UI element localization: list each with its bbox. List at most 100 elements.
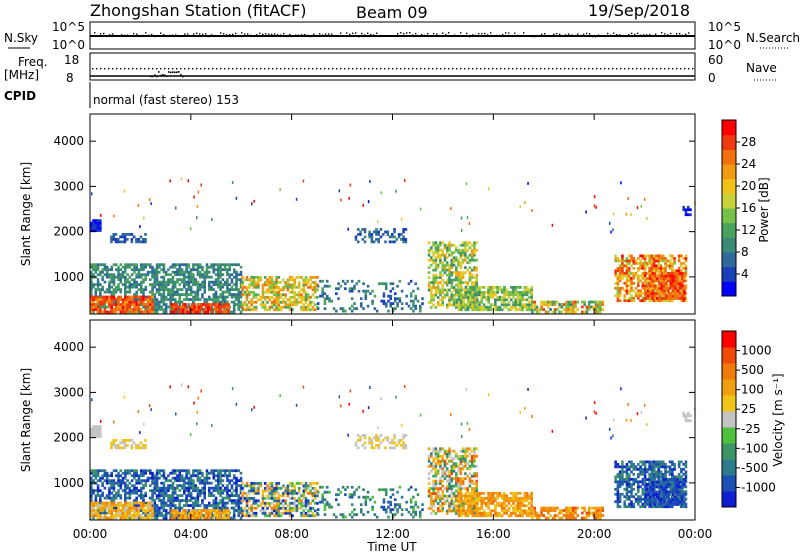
range-cell — [275, 487, 278, 490]
range-cell — [151, 499, 154, 502]
range-cell — [122, 301, 125, 304]
range-cell — [189, 306, 192, 309]
range-cell — [669, 254, 672, 257]
range-cell — [432, 259, 435, 262]
range-cell — [253, 484, 256, 487]
range-cell — [169, 507, 172, 510]
range-cell — [617, 294, 620, 297]
range-cell — [395, 190, 397, 193]
range-cell — [133, 286, 136, 289]
range-cell — [503, 298, 506, 301]
range-cell — [581, 301, 584, 304]
range-cell — [441, 261, 444, 264]
range-cell — [365, 290, 368, 293]
range-cell — [572, 301, 575, 304]
range-cell — [307, 278, 310, 281]
range-cell — [685, 213, 688, 216]
range-cell — [565, 301, 568, 304]
range-cell — [515, 286, 518, 289]
range-cell — [213, 472, 216, 475]
range-cell — [517, 296, 520, 299]
range-cell — [228, 263, 231, 266]
range-cell — [216, 514, 219, 517]
range-cell — [185, 504, 188, 507]
range-cell — [289, 492, 292, 495]
range-cell — [149, 484, 152, 487]
nsearch-point — [385, 36, 386, 37]
nsearch-point — [685, 34, 686, 35]
range-cell — [184, 311, 187, 314]
range-cell — [235, 494, 238, 497]
range-cell — [163, 477, 166, 480]
range-cell — [167, 281, 170, 284]
range-cell — [154, 509, 157, 512]
range-cell — [241, 512, 244, 515]
nave-point — [440, 68, 441, 69]
range-cell — [218, 517, 221, 520]
range-cell — [293, 301, 296, 304]
range-cell — [679, 280, 682, 283]
range-cell — [492, 291, 495, 294]
beam-label: Beam 09 — [356, 3, 428, 22]
range-cell — [623, 289, 626, 292]
range-cell — [439, 276, 442, 279]
range-cell — [362, 282, 365, 285]
range-cell — [480, 286, 483, 289]
range-cell — [173, 311, 176, 314]
range-cell — [135, 276, 138, 279]
range-cell — [197, 504, 200, 507]
nsearch-point — [460, 32, 461, 33]
range-cell — [217, 469, 220, 472]
range-cell — [257, 276, 260, 279]
range-cell — [298, 487, 301, 490]
range-cell — [453, 264, 456, 267]
range-cell — [682, 262, 685, 265]
range-cell — [140, 273, 143, 276]
range-cell — [305, 489, 308, 492]
range-cell — [387, 300, 390, 303]
range-cell — [124, 238, 127, 241]
range-cell — [296, 286, 299, 289]
range-cell — [241, 509, 244, 512]
range-cell — [174, 504, 177, 507]
range-cell — [531, 301, 534, 304]
range-cell — [214, 308, 217, 311]
nave-point — [140, 68, 141, 69]
range-cell — [156, 266, 159, 269]
range-cell — [192, 273, 195, 276]
range-cell — [458, 308, 461, 311]
range-cell — [163, 281, 166, 284]
nsearch-point — [340, 32, 341, 33]
range-cell — [124, 472, 127, 475]
range-cell — [99, 494, 102, 497]
range-cell — [217, 472, 220, 475]
range-cell — [312, 293, 315, 296]
range-cell — [106, 311, 109, 314]
range-cell — [222, 497, 225, 500]
range-cell — [380, 228, 383, 231]
range-cell — [361, 238, 364, 241]
range-cell — [271, 291, 274, 294]
range-cell — [460, 293, 463, 296]
range-cell — [298, 499, 301, 502]
range-cell — [300, 301, 303, 304]
range-cell — [289, 482, 292, 485]
range-cell — [199, 266, 202, 269]
range-cell — [129, 281, 132, 284]
range-cell — [163, 308, 166, 311]
range-cell — [101, 494, 104, 497]
range-cell — [207, 517, 210, 520]
range-cell — [222, 283, 225, 286]
range-cell — [490, 303, 493, 306]
range-cell — [172, 271, 175, 274]
range-cell — [160, 281, 163, 284]
range-cell — [149, 298, 152, 301]
range-cell — [365, 292, 368, 295]
range-cell — [307, 487, 310, 490]
range-cell — [160, 487, 163, 490]
range-cell — [351, 503, 354, 506]
range-cell — [97, 298, 100, 301]
range-cell — [113, 487, 116, 490]
range-cell — [255, 276, 258, 279]
nsearch-point — [406, 32, 407, 33]
